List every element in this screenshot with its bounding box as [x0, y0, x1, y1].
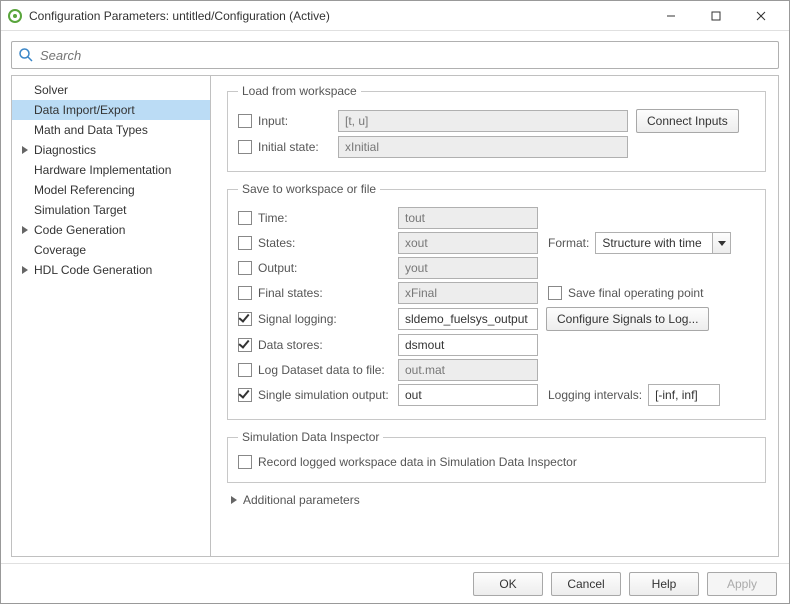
data-stores-checkbox[interactable] [238, 338, 252, 352]
log-dataset-label: Log Dataset data to file: [258, 363, 385, 377]
cancel-button[interactable]: Cancel [551, 572, 621, 596]
group-legend: Simulation Data Inspector [238, 430, 383, 444]
logging-intervals-field[interactable]: [-inf, inf] [648, 384, 720, 406]
search-icon [18, 47, 34, 63]
sidebar-item[interactable]: Solver [12, 80, 210, 100]
body: Solver Data Import/Export Math and Data Ty… [11, 75, 779, 557]
output-checkbox[interactable] [238, 261, 252, 275]
data-stores-label: Data stores: [258, 338, 323, 352]
sidebar-item-label: Code Generation [34, 223, 125, 237]
states-field[interactable]: xout [398, 232, 538, 254]
single-sim-field[interactable]: out [398, 384, 538, 406]
save-to-workspace-group: Save to workspace or file Time: tout Sta… [227, 182, 766, 420]
final-states-checkbox[interactable] [238, 286, 252, 300]
record-sdi-checkbox[interactable] [238, 455, 252, 469]
log-dataset-checkbox[interactable] [238, 363, 252, 377]
sidebar-item[interactable]: HDL Code Generation [12, 260, 210, 280]
load-from-workspace-group: Load from workspace Input: [t, u] Connec… [227, 84, 766, 172]
sidebar-item[interactable]: Simulation Target [12, 200, 210, 220]
input-checkbox[interactable] [238, 114, 252, 128]
single-sim-checkbox[interactable] [238, 388, 252, 402]
search-bar[interactable] [11, 41, 779, 69]
record-sdi-label: Record logged workspace data in Simulati… [258, 455, 577, 469]
sidebar-item-label: Simulation Target [34, 203, 127, 217]
sidebar-item-label: Hardware Implementation [34, 163, 171, 177]
sidebar-item-label: Diagnostics [34, 143, 96, 157]
sidebar-item[interactable]: Diagnostics [12, 140, 210, 160]
chevron-down-icon [718, 239, 726, 247]
sidebar-item[interactable]: Data Import/Export [12, 100, 210, 120]
caret-right-icon [20, 144, 30, 154]
initial-state-label: Initial state: [258, 140, 319, 154]
caret-right-icon [229, 495, 239, 505]
window-title: Configuration Parameters: untitled/Confi… [29, 9, 648, 23]
sidebar-item-label: Model Referencing [34, 183, 135, 197]
final-states-field[interactable]: xFinal [398, 282, 538, 304]
group-legend: Save to workspace or file [238, 182, 380, 196]
sidebar-item-label: Math and Data Types [34, 123, 148, 137]
caret-right-icon [20, 224, 30, 234]
minimize-button[interactable] [648, 1, 693, 31]
help-button[interactable]: Help [629, 572, 699, 596]
initial-state-checkbox[interactable] [238, 140, 252, 154]
time-label: Time: [258, 211, 288, 225]
ok-button[interactable]: OK [473, 572, 543, 596]
sidebar-item[interactable]: Hardware Implementation [12, 160, 210, 180]
time-field[interactable]: tout [398, 207, 538, 229]
save-final-op-checkbox[interactable] [548, 286, 562, 300]
initial-state-field[interactable]: xInitial [338, 136, 628, 158]
additional-parameters-toggle[interactable]: Additional parameters [229, 493, 766, 507]
sidebar-item-label: Solver [34, 83, 68, 97]
input-field[interactable]: [t, u] [338, 110, 628, 132]
signal-logging-checkbox[interactable] [238, 312, 252, 326]
format-label: Format: [548, 236, 589, 250]
logging-intervals-label: Logging intervals: [548, 388, 642, 402]
output-field[interactable]: yout [398, 257, 538, 279]
group-legend: Load from workspace [238, 84, 361, 98]
signal-logging-label: Signal logging: [258, 312, 337, 326]
footer: OK Cancel Help Apply [1, 563, 789, 603]
window: Configuration Parameters: untitled/Confi… [0, 0, 790, 604]
sidebar-item-label: Coverage [34, 243, 86, 257]
final-states-label: Final states: [258, 286, 323, 300]
input-label: Input: [258, 114, 288, 128]
log-dataset-field[interactable]: out.mat [398, 359, 538, 381]
sidebar-item[interactable]: Math and Data Types [12, 120, 210, 140]
sidebar-item[interactable]: Code Generation [12, 220, 210, 240]
sdi-group: Simulation Data Inspector Record logged … [227, 430, 766, 483]
app-icon [7, 8, 23, 24]
sidebar-item-label: HDL Code Generation [34, 263, 152, 277]
save-final-op-label: Save final operating point [568, 286, 703, 300]
configure-signals-button[interactable]: Configure Signals to Log... [546, 307, 709, 331]
maximize-button[interactable] [693, 1, 738, 31]
format-select[interactable]: Structure with time [595, 232, 731, 254]
signal-logging-field[interactable]: sldemo_fuelsys_output [398, 308, 538, 330]
single-sim-label: Single simulation output: [258, 388, 389, 402]
states-checkbox[interactable] [238, 236, 252, 250]
sidebar-item[interactable]: Coverage [12, 240, 210, 260]
nav-sidebar[interactable]: Solver Data Import/Export Math and Data Ty… [11, 75, 211, 557]
states-label: States: [258, 236, 295, 250]
close-button[interactable] [738, 1, 783, 31]
output-label: Output: [258, 261, 297, 275]
connect-inputs-button[interactable]: Connect Inputs [636, 109, 739, 133]
caret-right-icon [20, 264, 30, 274]
apply-button[interactable]: Apply [707, 572, 777, 596]
sidebar-item[interactable]: Model Referencing [12, 180, 210, 200]
titlebar: Configuration Parameters: untitled/Confi… [1, 1, 789, 31]
additional-parameters-label: Additional parameters [243, 493, 360, 507]
time-checkbox[interactable] [238, 211, 252, 225]
search-input[interactable] [38, 47, 772, 64]
sidebar-item-label: Data Import/Export [34, 103, 135, 117]
data-stores-field[interactable]: dsmout [398, 334, 538, 356]
content-panel[interactable]: Load from workspace Input: [t, u] Connec… [211, 75, 779, 557]
